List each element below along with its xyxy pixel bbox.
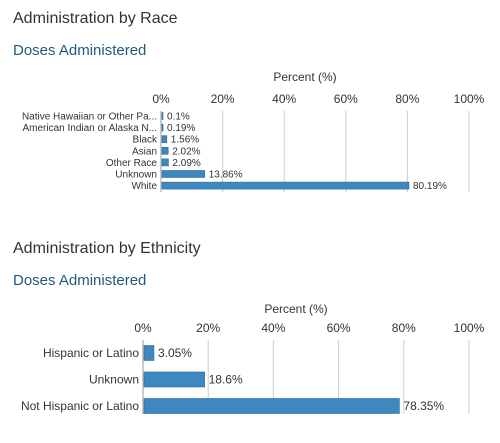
ethnicity-value-label: 3.05%: [158, 346, 192, 360]
ethnicity-value-label: 18.6%: [209, 373, 243, 387]
ethnicity-category-label: Not Hispanic or Latino: [21, 399, 139, 413]
ethnicity-tick-label: 60%: [327, 321, 351, 335]
ethnicity-tick-label: 80%: [392, 321, 416, 335]
race-value-label: 0.19%: [167, 123, 195, 134]
ethnicity-tick-label: 100%: [454, 321, 485, 335]
race-tick-label: 80%: [395, 92, 419, 106]
race-tick-label: 0%: [152, 92, 170, 106]
race-category-label: Asian: [132, 146, 157, 157]
race-bar: [161, 158, 169, 167]
race-category-label: American Indian or Alaska N...: [22, 123, 157, 134]
race-tick-label: 100%: [454, 92, 485, 106]
race-value-label: 1.56%: [171, 135, 199, 146]
ethnicity-category-label: Hispanic or Latino: [43, 346, 139, 360]
race-bar: [161, 170, 205, 178]
race-bar: [161, 123, 164, 132]
race-value-label: 80.19%: [413, 181, 447, 192]
ethnicity-bar: [143, 398, 400, 414]
race-bar: [161, 112, 164, 120]
race-value-label: 2.02%: [172, 146, 200, 157]
race-category-label: White: [131, 181, 157, 192]
race-chart-subtitle: Doses Administered: [13, 42, 147, 59]
race-bar: [161, 181, 410, 190]
ethnicity-axis-title: Percent (%): [264, 302, 327, 316]
race-category-label: Black: [133, 135, 158, 146]
race-value-label: 13.86%: [209, 170, 243, 181]
race-category-label: Native Hawaiian or Other Pa...: [22, 112, 157, 123]
ethnicity-section-title: Administration by Ethnicity: [13, 240, 201, 257]
ethnicity-tick-label: 0%: [134, 321, 152, 335]
race-tick-label: 20%: [211, 92, 235, 106]
race-value-label: 2.09%: [172, 158, 200, 169]
race-category-label: Other Race: [106, 158, 158, 169]
ethnicity-category-label: Unknown: [89, 373, 139, 387]
ethnicity-chart-subtitle: Doses Administered: [13, 272, 147, 289]
ethnicity-value-label: 78.35%: [403, 399, 444, 413]
ethnicity-tick-label: 40%: [261, 321, 285, 335]
race-section-title: Administration by Race: [13, 10, 178, 27]
race-bar: [161, 135, 168, 143]
race-tick-label: 60%: [334, 92, 358, 106]
ethnicity-tick-label: 20%: [196, 321, 220, 335]
ethnicity-bar: [143, 345, 155, 361]
ethnicity-bar: [143, 371, 205, 388]
race-bar: [161, 147, 169, 155]
race-axis-title: Percent (%): [273, 70, 336, 84]
race-category-label: Unknown: [115, 170, 157, 181]
race-tick-label: 40%: [272, 92, 296, 106]
race-value-label: 0.1%: [167, 112, 190, 123]
